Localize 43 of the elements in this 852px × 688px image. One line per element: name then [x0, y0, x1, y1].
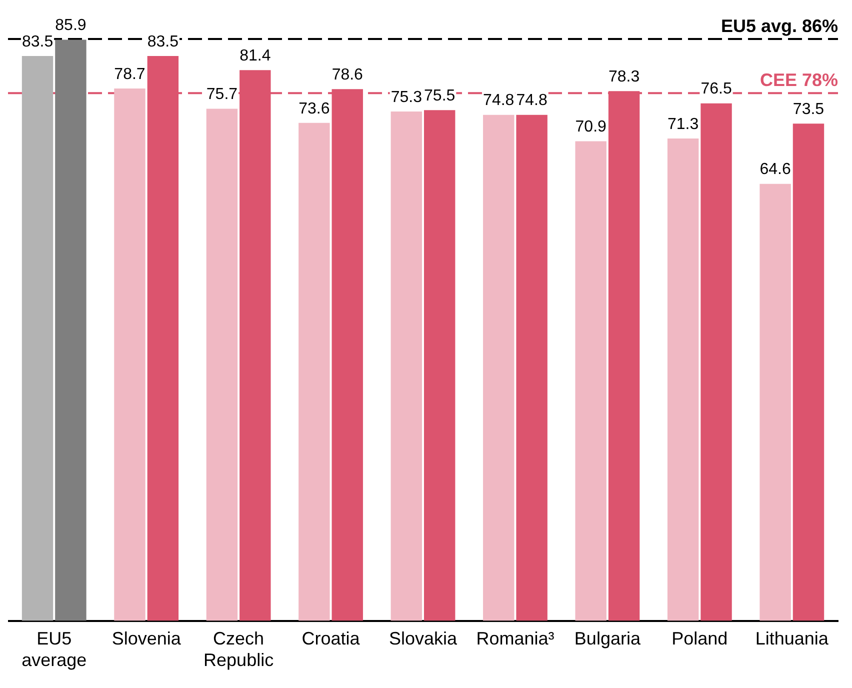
data-label: 83.5 — [22, 33, 54, 50]
bar — [516, 114, 548, 621]
ref-line-label: CEE 78% — [760, 70, 838, 90]
bar — [700, 103, 732, 621]
data-label: 78.3 — [608, 68, 640, 86]
data-label: 71.3 — [667, 116, 699, 133]
x-tick-label: EU5 average — [22, 628, 87, 670]
bar — [298, 122, 330, 621]
data-label: 83.5 — [147, 33, 179, 50]
bar — [206, 108, 238, 621]
x-tick-label: Lithuania — [755, 628, 830, 649]
bar — [55, 40, 86, 621]
x-tick-label: Czech Republic — [204, 628, 274, 670]
bar — [575, 141, 606, 621]
bar — [667, 138, 699, 621]
bar — [114, 88, 146, 621]
bar — [22, 56, 54, 621]
x-tick-label: Bulgaria — [574, 628, 642, 649]
data-label: 76.5 — [700, 80, 732, 98]
x-tick-label: Slovakia — [388, 628, 458, 649]
data-label: 75.7 — [206, 86, 238, 104]
data-label: 81.4 — [240, 48, 271, 65]
bar — [760, 184, 791, 621]
data-label: 75.3 — [390, 88, 422, 106]
bar — [792, 124, 824, 621]
x-tick-label: Croatia — [302, 628, 361, 649]
data-label: 85.9 — [55, 17, 86, 34]
ref-line-label: EU5 avg. 86% — [720, 16, 838, 36]
data-label: 73.6 — [298, 100, 330, 118]
data-label: 74.8 — [483, 92, 514, 110]
bar — [390, 111, 422, 621]
data-label: 73.5 — [792, 101, 824, 118]
x-tick-label: Romania³ — [476, 628, 554, 649]
bar — [483, 114, 514, 621]
data-label: 74.8 — [516, 92, 548, 110]
data-label: 78.6 — [332, 66, 364, 84]
data-label: 78.7 — [114, 66, 146, 83]
data-label: 64.6 — [760, 161, 791, 178]
data-label: 75.5 — [424, 87, 456, 104]
bar — [424, 110, 456, 621]
x-tick-label: Poland — [672, 628, 728, 649]
x-tick-label: Slovenia — [112, 628, 182, 649]
data-label: 70.9 — [575, 118, 607, 136]
